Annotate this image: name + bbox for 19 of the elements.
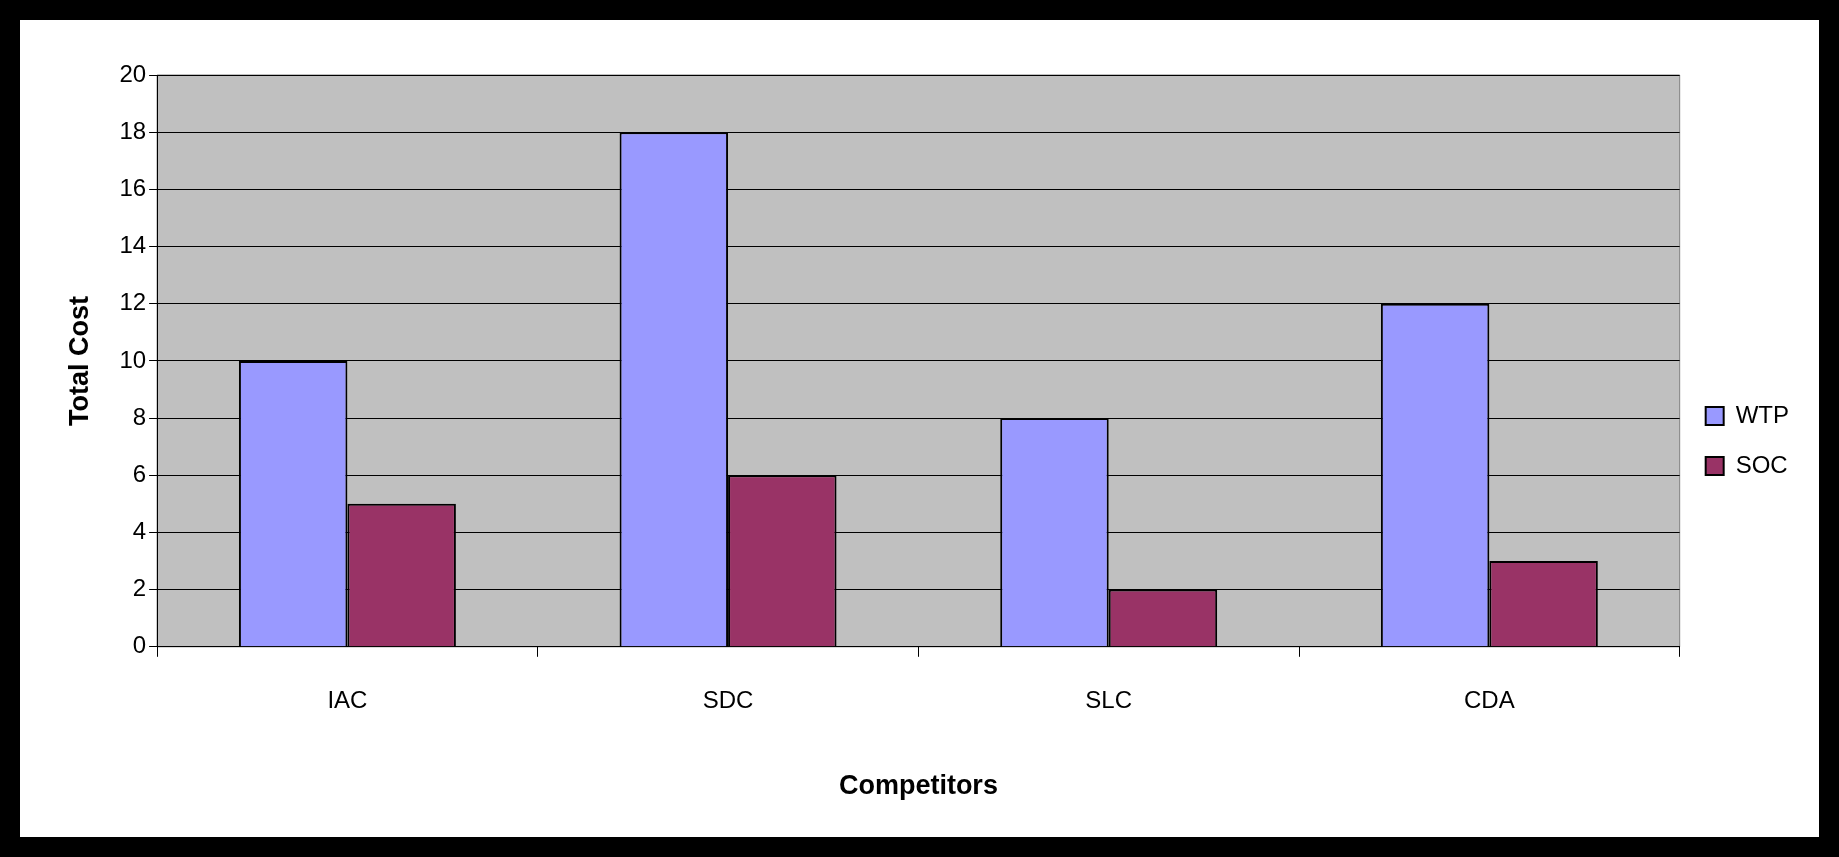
y-tick-label: 2 bbox=[132, 574, 147, 602]
y-tick-label: 6 bbox=[132, 459, 147, 487]
y-tick-label: 18 bbox=[119, 116, 147, 144]
x-tick-label: SDC bbox=[702, 685, 754, 713]
x-tick-label: SLC bbox=[1085, 685, 1133, 713]
legend-label: WTP bbox=[1735, 400, 1790, 428]
x-tick-label: CDA bbox=[1464, 685, 1515, 713]
y-tick-label: 0 bbox=[132, 631, 147, 659]
y-tick-label: 20 bbox=[119, 59, 147, 87]
y-tick-label: 14 bbox=[119, 231, 147, 259]
x-tick-label: IAC bbox=[327, 685, 368, 713]
y-tick-label: 10 bbox=[119, 345, 147, 373]
y-tick-label: 4 bbox=[132, 517, 147, 545]
y-tick-label: 16 bbox=[119, 173, 147, 201]
x-axis-title: Competitors bbox=[838, 770, 998, 801]
legend-label: SOC bbox=[1735, 450, 1788, 478]
y-tick-label: 8 bbox=[132, 402, 147, 430]
y-tick-label: 12 bbox=[119, 288, 147, 316]
y-axis-title: Total Cost bbox=[63, 295, 94, 426]
